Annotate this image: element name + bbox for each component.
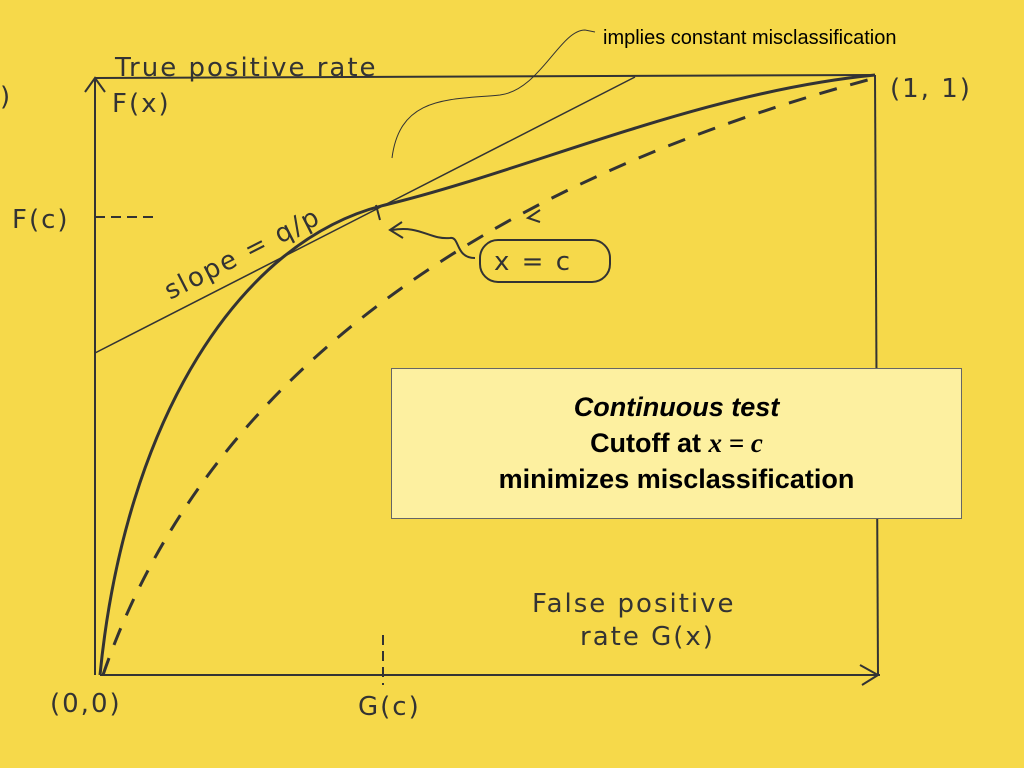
point-label: x = c <box>494 247 572 277</box>
fragment: ) <box>0 82 12 112</box>
annotation: implies constant misclassification <box>603 27 896 49</box>
y-function: F(x) <box>112 89 171 119</box>
callout-line2: Cutoff at x = c <box>392 425 961 461</box>
tangent-line <box>94 76 636 354</box>
tangent-label: slope = q/p <box>160 202 326 306</box>
x-axis-label-1: False positive <box>532 589 736 619</box>
y-cutoff-label: F(c) <box>12 205 70 235</box>
callout: Continuous test Cutoff at x = c minimize… <box>391 368 962 519</box>
tick <box>375 204 381 221</box>
origin-label: (0,0) <box>50 689 122 719</box>
squiggle-arrowhead <box>388 221 404 239</box>
squiggle-arrow <box>391 228 476 259</box>
roc-curve-dashed <box>101 76 876 676</box>
callout-math: x = c <box>708 428 763 458</box>
annotation-leader <box>391 29 596 159</box>
y-arrow <box>84 76 106 93</box>
dash-arrowhead <box>525 209 541 223</box>
x-arrow <box>859 664 880 686</box>
roc-curve <box>98 73 876 676</box>
top-edge <box>94 74 876 79</box>
corner-label: (1, 1) <box>890 74 972 104</box>
axes <box>84 29 880 686</box>
x-axis-label-2: rate G(x) <box>580 622 715 652</box>
point-label-box <box>479 239 611 283</box>
callout-line3: minimizes misclassification <box>498 464 855 494</box>
callout-prefix: Cutoff at <box>590 428 702 458</box>
y-axis-label: True positive rate <box>114 53 378 83</box>
x-cutoff-label: G(c) <box>358 692 421 722</box>
callout-title: Continuous test <box>573 392 780 422</box>
